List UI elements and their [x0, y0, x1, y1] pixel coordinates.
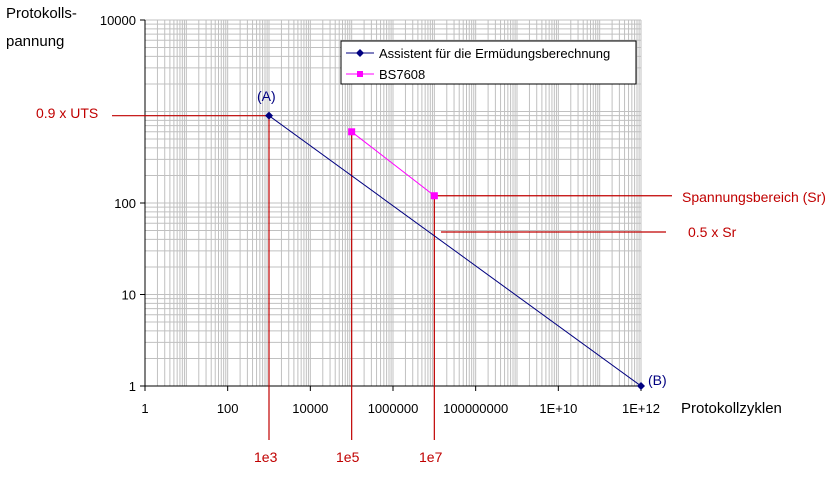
- x-tick-label: 1E+10: [539, 401, 577, 416]
- sr-label: Spannungsbereich (Sr): [682, 189, 826, 205]
- data-point-square: [348, 128, 356, 136]
- reference-lines: [112, 115, 672, 440]
- x-marker-1e7: 1e7: [419, 449, 443, 465]
- x-tick-label: 1: [141, 401, 148, 416]
- y-tick-label: 1: [129, 379, 136, 394]
- legend-label-assistent: Assistent für die Ermüdungsberechnung: [379, 46, 610, 61]
- y-tick-label: 100: [114, 196, 136, 211]
- uts-label: 0.9 x UTS: [36, 105, 98, 121]
- legend-marker-diamond-icon: [356, 49, 364, 57]
- series: [265, 111, 645, 390]
- series-line-0: [268, 115, 642, 387]
- y-axis-label-line1: Protokolls-: [6, 5, 77, 22]
- y-axis-label-line2: pannung: [6, 33, 64, 50]
- x-axis-label: Protokollzyklen: [681, 400, 782, 417]
- point-b-label: (B): [648, 372, 667, 388]
- x-marker-1e3: 1e3: [254, 449, 278, 465]
- x-tick-label: 100000000: [443, 401, 508, 416]
- axes: 1 100 10000 1000000 100000000 1E+10 1E+12 1 10 10…: [100, 13, 660, 416]
- data-point-diamond: [637, 382, 645, 390]
- legend: Assistent für die Ermüdungsberechnung BS…: [340, 40, 637, 85]
- data-point-square: [430, 192, 438, 200]
- point-a-label: (A): [257, 88, 276, 104]
- x-tick-label: 10000: [292, 401, 328, 416]
- x-tick-label: 1E+12: [622, 401, 660, 416]
- y-tick-label: 10: [122, 288, 136, 303]
- series-line-1: [351, 131, 435, 197]
- x-tick-label: 1000000: [368, 401, 419, 416]
- data-point-diamond: [265, 111, 273, 120]
- y-tick-label: 10000: [100, 13, 136, 28]
- x-tick-label: 100: [217, 401, 239, 416]
- x-marker-1e5: 1e5: [336, 449, 360, 465]
- half-sr-label: 0.5 x Sr: [688, 224, 737, 240]
- legend-label-bs7608: BS7608: [379, 67, 425, 82]
- legend-marker-square-icon: [357, 71, 363, 77]
- legend-box: [340, 40, 637, 85]
